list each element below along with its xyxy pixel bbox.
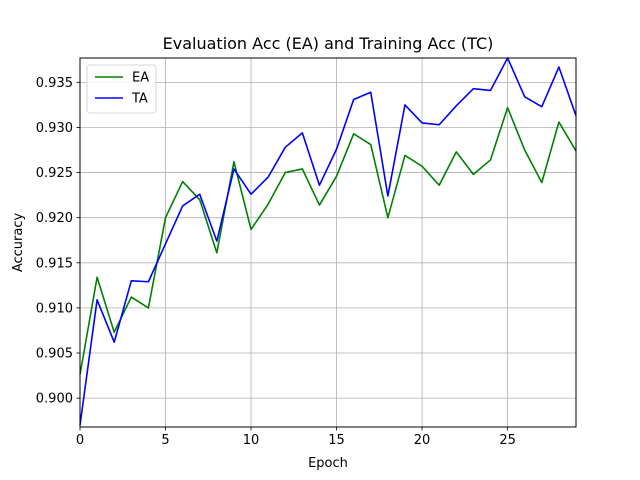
y-tick-label: 0.930 (36, 121, 73, 136)
y-tick-label: 0.935 (36, 76, 73, 91)
legend-label-ta: TA (131, 92, 148, 107)
x-tick-label: 15 (328, 433, 345, 448)
y-axis-label: Accuracy (11, 213, 26, 273)
y-tick-label: 0.905 (36, 347, 73, 362)
chart-title: Evaluation Acc (EA) and Training Acc (TC… (163, 34, 494, 53)
x-tick-label: 10 (243, 433, 260, 448)
x-tick-label: 5 (161, 433, 169, 448)
series-line-ta (79, 57, 577, 426)
y-tick-label: 0.910 (36, 301, 73, 316)
y-tick-label: 0.900 (36, 392, 73, 407)
x-tick-label: 20 (414, 433, 431, 448)
x-tick-label: 0 (76, 433, 84, 448)
series-line-ea (79, 106, 577, 375)
ticks: 0 5 10 15 20 25 0.900 0.905 0.910 0.915 0.920 0.925… (36, 76, 516, 448)
y-tick-label: 0.920 (36, 211, 73, 226)
y-tick-label: 0.925 (36, 166, 73, 181)
plot-frame (79, 57, 577, 428)
y-tick-label: 0.915 (36, 256, 73, 271)
x-axis-label: Epoch (308, 456, 348, 471)
grid (79, 58, 576, 427)
x-tick-label: 25 (499, 433, 516, 448)
legend-label-ea: EA (132, 71, 149, 86)
series-group (79, 57, 577, 426)
legend: EA TA (86, 64, 157, 114)
